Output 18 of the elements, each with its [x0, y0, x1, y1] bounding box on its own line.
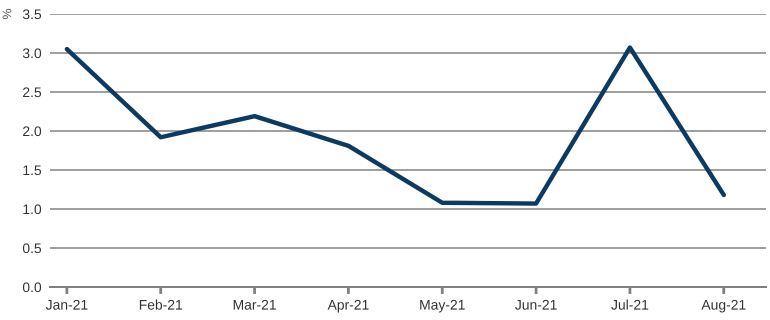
- x-tick-label: May-21: [420, 300, 465, 312]
- x-tick-label: Jan-21: [46, 300, 88, 310]
- x-tick-label: Apr-21: [328, 300, 369, 312]
- y-tick-label: 2.5: [23, 87, 42, 98]
- x-tick-label: Feb-21: [140, 300, 182, 310]
- y-tick-label: 0.0: [22, 282, 42, 292]
- x-tick-label: Jul-21: [611, 300, 648, 310]
- y-tick-label: 0.5: [22, 243, 42, 254]
- y-tick-label: 3.0: [22, 48, 42, 58]
- x-tick-label: Jun-21: [515, 300, 557, 310]
- line-series: [64, 45, 726, 206]
- x-tick-label: Aug-21: [701, 300, 746, 312]
- y-axis-title: %: [2, 8, 12, 20]
- y-tick-label: 1.5: [23, 165, 42, 176]
- y-tick-label: 1.0: [23, 204, 42, 214]
- x-tick-label: Mar-21: [234, 300, 276, 310]
- y-tick-label: 3.5: [22, 9, 42, 20]
- y-tick-label: 2.0: [23, 126, 42, 136]
